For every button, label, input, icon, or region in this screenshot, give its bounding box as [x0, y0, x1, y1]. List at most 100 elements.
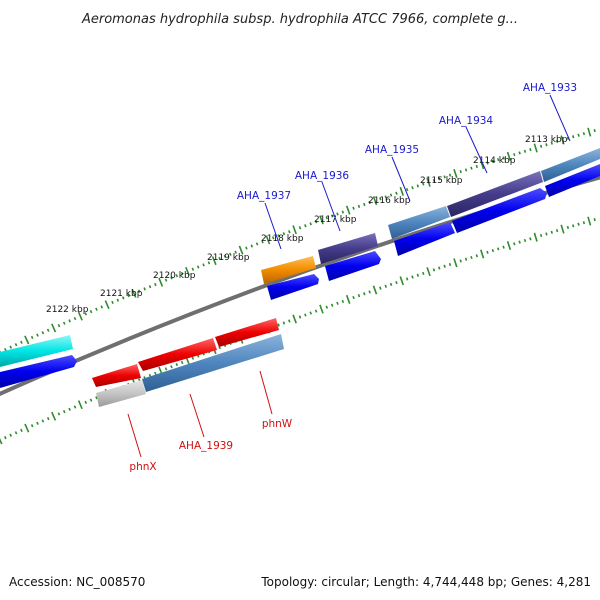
- cds-feature-aha-1939[interactable]: [138, 338, 217, 371]
- scale-labels: 2113 kbp 2114 kbp 2115 kbp 2116 kbp 2117…: [46, 135, 568, 315]
- inner-track-minor-tick: [84, 400, 88, 405]
- gene-aha-1939-feature[interactable]: [142, 334, 284, 392]
- gene-label-aha-1939[interactable]: AHA_1939: [179, 440, 233, 452]
- inner-track-minor-tick: [20, 428, 23, 433]
- outer-track-minor-tick: [497, 158, 500, 162]
- inner-track-minor-tick: [46, 416, 50, 421]
- inner-track-major-tick: [480, 249, 485, 259]
- inner-track-major-tick: [587, 216, 592, 226]
- outer-track-minor-tick: [245, 246, 248, 250]
- outer-track-minor-tick: [223, 254, 227, 258]
- scale-label-2118: 2118 kbp: [261, 234, 304, 244]
- inner-track-minor-tick: [459, 259, 462, 263]
- cyan-feature[interactable]: [0, 335, 73, 367]
- feature-track-inner: [92, 318, 284, 407]
- outer-track-major-tick: [480, 160, 485, 170]
- outer-track-minor-tick: [89, 309, 93, 314]
- outer-track-major-tick: [131, 288, 137, 298]
- outer-track-major-tick: [319, 215, 324, 225]
- inner-track-minor-tick: [14, 431, 18, 435]
- inner-track-minor-tick: [336, 301, 339, 305]
- inner-track-major-tick: [533, 232, 538, 242]
- gene-phnx-feature[interactable]: [96, 380, 146, 407]
- gene-label-aha-1935[interactable]: AHA_1935: [365, 144, 419, 156]
- outer-track-minor-tick: [154, 282, 157, 287]
- outer-track-major-tick: [238, 245, 244, 255]
- inner-track-minor-tick: [395, 280, 398, 285]
- inner-track-minor-tick: [363, 292, 366, 296]
- outer-track-minor-tick: [277, 234, 280, 238]
- inner-track-minor-tick: [555, 229, 559, 233]
- gene-label-aha-1936[interactable]: AHA_1936: [295, 170, 350, 182]
- inner-track-minor-tick: [491, 249, 495, 253]
- gene-label-phnx[interactable]: phnX: [129, 461, 156, 473]
- outer-track-minor-tick: [14, 343, 18, 347]
- outer-track-minor-tick: [577, 133, 580, 137]
- cds-feature-1933[interactable]: [545, 164, 600, 197]
- outer-track-minor-tick: [180, 271, 184, 276]
- accession-text: Accession: NC_008570: [9, 575, 145, 589]
- outer-track-minor-tick: [341, 210, 345, 214]
- gene-aha-1937-feature[interactable]: [261, 256, 316, 284]
- outer-track-minor-tick: [298, 226, 302, 230]
- inner-track-major-tick: [345, 294, 351, 304]
- gene-aha-1934-feature[interactable]: [447, 171, 543, 217]
- cds-feature-phnx[interactable]: [92, 364, 141, 387]
- inner-track-major-tick: [51, 411, 57, 421]
- outer-track-minor-tick: [475, 164, 478, 169]
- gene-label-aha-1934[interactable]: AHA_1934: [439, 115, 494, 127]
- inner-track-major-tick: [453, 258, 458, 268]
- cds-feature-1935[interactable]: [394, 222, 455, 256]
- outer-track-minor-tick: [207, 261, 211, 265]
- map-title: Aeromonas hydrophila subsp. hydrophila A…: [81, 12, 518, 27]
- gene-label-phnw[interactable]: phnW: [262, 418, 293, 430]
- outer-track-major-tick: [292, 225, 297, 235]
- inner-track-minor-tick: [170, 365, 173, 369]
- cds-feature-1936[interactable]: [325, 251, 381, 281]
- outer-track-major-tick: [533, 143, 538, 153]
- outer-track-minor-tick: [36, 333, 39, 337]
- cds-feature-1937[interactable]: [267, 274, 319, 300]
- inner-track-minor-tick: [475, 254, 478, 258]
- inner-track-minor-tick: [384, 284, 387, 288]
- gene-aha-1936-feature[interactable]: [318, 233, 378, 264]
- outer-track-minor-tick: [304, 224, 307, 228]
- outer-track-minor-tick: [330, 214, 334, 218]
- gene-label-aha-1937[interactable]: AHA_1937: [237, 190, 291, 202]
- inner-track-major-tick: [399, 276, 404, 286]
- inner-track-major-tick: [560, 224, 565, 234]
- outer-track-minor-tick: [539, 144, 543, 148]
- outer-track-minor-tick: [357, 204, 361, 208]
- cds-feature-phnw[interactable]: [215, 318, 279, 347]
- gene-label-aha-1933[interactable]: AHA_1933: [523, 82, 577, 94]
- outer-track-minor-tick: [379, 197, 382, 201]
- cds-feature-left[interactable]: [0, 355, 77, 388]
- outer-track-minor-tick: [170, 276, 173, 280]
- outer-track-minor-tick: [68, 319, 71, 323]
- outer-track-minor-tick: [491, 159, 495, 163]
- outer-track-minor-tick: [443, 175, 446, 179]
- outer-track-minor-tick: [191, 267, 195, 271]
- inner-track-minor-tick: [191, 356, 195, 360]
- inner-track-major-tick: [77, 400, 83, 410]
- outer-track-minor-tick: [255, 242, 259, 246]
- inner-track-minor-tick: [68, 407, 71, 411]
- outer-track-major-tick: [426, 177, 431, 187]
- outer-track-minor-tick: [46, 328, 50, 332]
- outer-track-minor-tick: [282, 232, 286, 236]
- gene-aha-1933-feature[interactable]: [541, 148, 600, 182]
- cds-feature-1934[interactable]: [452, 188, 547, 233]
- inner-track-minor-tick: [502, 245, 505, 249]
- outer-track-major-tick: [185, 266, 190, 276]
- gene-aha-1935-feature[interactable]: [388, 206, 450, 239]
- outer-track-minor-tick: [384, 195, 387, 199]
- leader-aha-1934: [465, 126, 488, 174]
- inner-track-minor-tick: [180, 360, 184, 365]
- feature-track-outer: [0, 148, 600, 367]
- outer-track-minor-tick: [432, 178, 436, 183]
- scale-label-2119: 2119 kbp: [207, 253, 250, 263]
- inner-track-minor-tick: [405, 277, 409, 281]
- outer-track-minor-tick: [352, 206, 355, 210]
- outer-track-minor-tick: [57, 323, 61, 328]
- inner-track-minor-tick: [545, 232, 548, 236]
